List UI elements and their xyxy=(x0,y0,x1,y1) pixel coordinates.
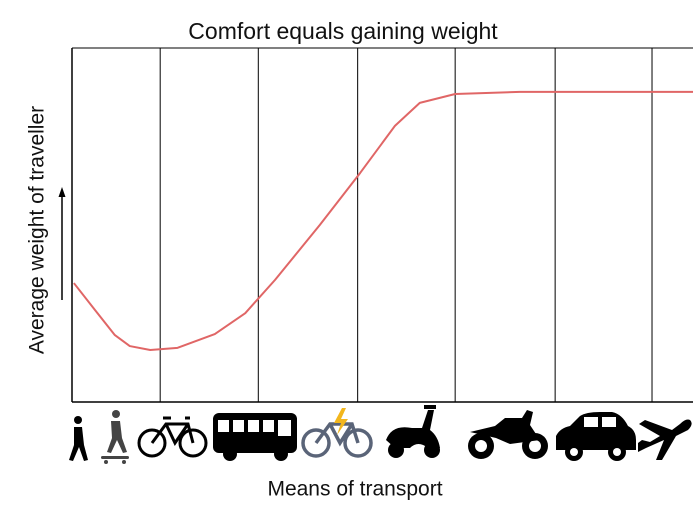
icon-bicycle xyxy=(137,416,208,458)
y-axis-label: Average weight of traveller xyxy=(26,106,49,354)
data-line xyxy=(73,90,693,351)
plot-area xyxy=(71,47,693,403)
chart-title: Comfort equals gaining weight xyxy=(188,18,498,44)
icon-walk xyxy=(69,416,88,461)
icon-scooter xyxy=(386,405,440,458)
x-axis-label: Means of transport xyxy=(267,478,442,501)
icon-plane xyxy=(638,419,692,460)
icon-motorcycle xyxy=(468,410,548,459)
icon-ebike xyxy=(301,408,373,458)
icon-skate xyxy=(101,410,129,464)
icon-car xyxy=(556,412,636,461)
icon-bus xyxy=(213,413,297,461)
transport-icons xyxy=(69,405,692,464)
axis-arrow xyxy=(58,187,66,300)
